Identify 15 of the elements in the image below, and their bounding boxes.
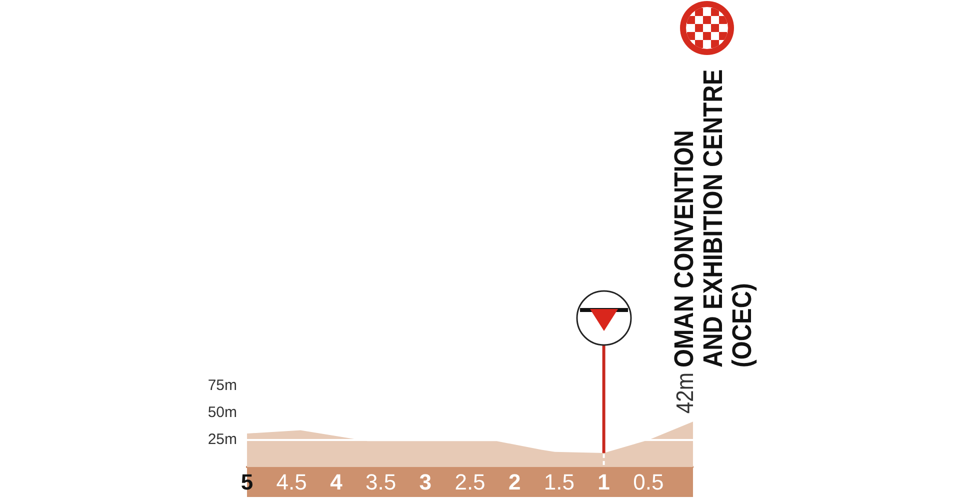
x-tick-label: 1.5 <box>544 469 574 494</box>
annotation: 42m <box>672 372 698 414</box>
x-tick-label: 4.5 <box>276 469 307 494</box>
x-tick-label: 4 <box>330 469 344 494</box>
y-tick-label: 25m <box>208 431 237 448</box>
x-tick-label: 0.5 <box>633 469 664 494</box>
x-tick-label: 2.5 <box>454 469 486 494</box>
x-tick-label: 2 <box>508 469 521 494</box>
x-tick-label: 1 <box>598 469 610 494</box>
text: OMAN CONVENTION AND EXHIBITION CENTRE (OCEC) <box>670 69 758 368</box>
y-tick-label: 75m <box>208 377 237 394</box>
y-tick-label: 50m <box>208 404 237 422</box>
x-tick-label: 5 <box>240 469 254 494</box>
x-tick-label: 3 <box>419 469 432 494</box>
x-tick-label: 3.5 <box>366 469 396 494</box>
